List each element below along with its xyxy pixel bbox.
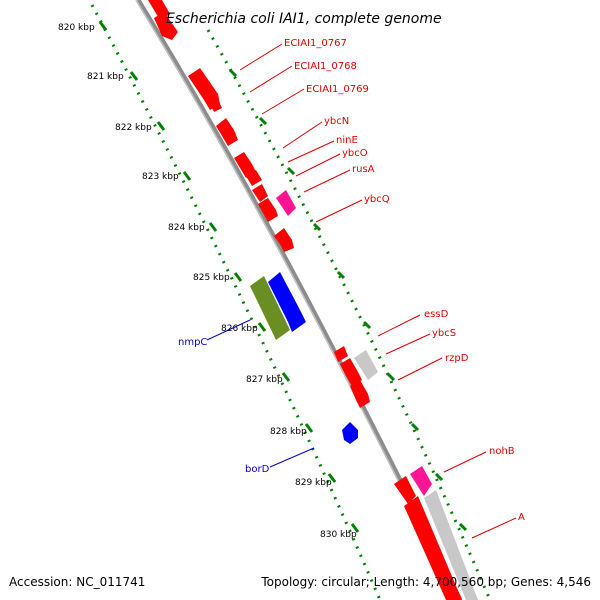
gene-feature-blue[interactable]	[268, 272, 306, 332]
leader-line	[261, 88, 305, 115]
gene-label[interactable]: rusA	[352, 164, 375, 175]
tick-mark	[257, 322, 267, 332]
gene-label[interactable]: ybcS	[432, 328, 456, 339]
leader-line	[249, 65, 293, 93]
gene-feature-red[interactable]	[334, 346, 348, 362]
leader-line	[397, 357, 443, 381]
gene-feature-red[interactable]	[188, 68, 220, 110]
kbp-label: 823 kbp	[142, 172, 179, 182]
tick-mark	[228, 68, 238, 78]
leader-line	[282, 121, 323, 149]
outer-track-dotted	[206, 29, 492, 600]
gene-feature-pink[interactable]	[276, 190, 296, 216]
kbp-label: 830 kbp	[320, 530, 357, 540]
accession-text: Accession: NC_011741	[9, 575, 145, 589]
tick-mark	[208, 222, 218, 232]
gene-label[interactable]: ybcN	[324, 116, 349, 127]
gene-label[interactable]: borD	[245, 464, 270, 475]
gene-feature-red[interactable]	[246, 170, 262, 186]
gene-feature-red[interactable]	[258, 198, 278, 222]
tick-mark	[362, 320, 372, 330]
forward-genes	[148, 0, 478, 600]
gene-label[interactable]: essD	[424, 309, 449, 320]
tick-mark	[312, 222, 322, 232]
leader-line	[471, 517, 517, 539]
tick-track-dotted	[90, 4, 382, 600]
gene-label[interactable]: ybcQ	[364, 194, 390, 205]
gene-feature-red[interactable]	[252, 184, 268, 202]
tick-mark	[258, 116, 268, 126]
leader-line	[315, 199, 363, 223]
gene-label[interactable]: ybcO	[342, 148, 368, 159]
tick-mark	[458, 522, 468, 532]
gene-label[interactable]: ninE	[336, 135, 358, 146]
gene-label[interactable]: A	[518, 512, 525, 523]
kbp-label: 820 kbp	[58, 23, 95, 33]
leader-line	[269, 447, 315, 468]
gene-feature-red[interactable]	[340, 358, 362, 386]
major-ticks	[98, 21, 360, 533]
gene-feature-red[interactable]	[234, 152, 256, 178]
tick-mark	[336, 270, 346, 280]
leader-line	[385, 333, 431, 355]
gene-label[interactable]: ECIAI1_0768	[294, 61, 357, 72]
kbp-label: 826 kbp	[221, 324, 258, 334]
kbp-label: 824 kbp	[168, 223, 205, 233]
tick-mark	[327, 473, 337, 483]
gene-feature-pink[interactable]	[410, 466, 432, 496]
tick-mark	[350, 523, 360, 533]
tick-mark	[233, 272, 243, 282]
tick-mark	[129, 71, 139, 81]
kbp-label: 829 kbp	[295, 478, 332, 488]
tick-mark	[98, 21, 108, 31]
gene-feature-blue[interactable]	[342, 422, 358, 444]
gene-label[interactable]: ECIAI1_0767	[284, 38, 347, 49]
tick-mark	[410, 422, 420, 432]
leader-line	[295, 153, 341, 177]
kbp-label: 821 kbp	[87, 72, 124, 82]
gene-feature-gray[interactable]	[354, 350, 378, 380]
map-title: Escherichia coli IAI1, complete genome	[166, 11, 442, 27]
tick-mark	[386, 372, 396, 382]
tick-mark	[156, 121, 166, 131]
leader-line	[377, 314, 421, 337]
tick-mark	[286, 166, 296, 176]
kbp-label: 825 kbp	[193, 273, 230, 283]
gene-feature-red[interactable]	[210, 100, 222, 112]
tick-mark	[182, 171, 192, 181]
gene-leaders-blue	[206, 319, 315, 468]
topology-text: Topology: circular; Length: 4,700,560 bp…	[260, 575, 591, 589]
gene-feature-red[interactable]	[350, 380, 370, 408]
gene-feature-red[interactable]	[404, 496, 462, 600]
gene-feature-red[interactable]	[216, 118, 238, 146]
gene-feature-red[interactable]	[274, 228, 294, 252]
gene-labels: ECIAI1_0767 ECIAI1_0768 ECIAI1_0769 ybcN…	[178, 38, 525, 523]
leader-line	[206, 319, 251, 341]
tick-mark	[304, 423, 314, 433]
gene-feature-gray[interactable]	[424, 490, 478, 600]
kbp-label: 822 kbp	[115, 123, 152, 133]
kbp-label: 827 kbp	[246, 375, 283, 385]
gene-feature-red[interactable]	[394, 476, 416, 504]
gene-leaders-red	[239, 43, 517, 539]
leader-line	[303, 169, 351, 193]
gene-label[interactable]: nohB	[489, 446, 515, 457]
reverse-genes	[250, 272, 306, 340]
gene-label[interactable]: ECIAI1_0769	[306, 84, 369, 95]
gene-label[interactable]: rzpD	[445, 353, 469, 364]
leader-line	[287, 140, 335, 163]
gene-feature-green[interactable]	[250, 276, 290, 340]
tick-mark	[281, 372, 291, 382]
leader-line	[443, 451, 487, 473]
gene-label[interactable]: nmpC	[178, 337, 207, 348]
gene-feature-red[interactable]	[154, 12, 178, 40]
outer-major-ticks	[228, 68, 468, 532]
tick-mark	[434, 472, 444, 482]
kbp-label: 828 kbp	[270, 427, 307, 437]
leader-line	[239, 43, 283, 71]
kbp-labels: 820 kbp 821 kbp 822 kbp 823 kbp 824 kbp …	[58, 23, 357, 540]
